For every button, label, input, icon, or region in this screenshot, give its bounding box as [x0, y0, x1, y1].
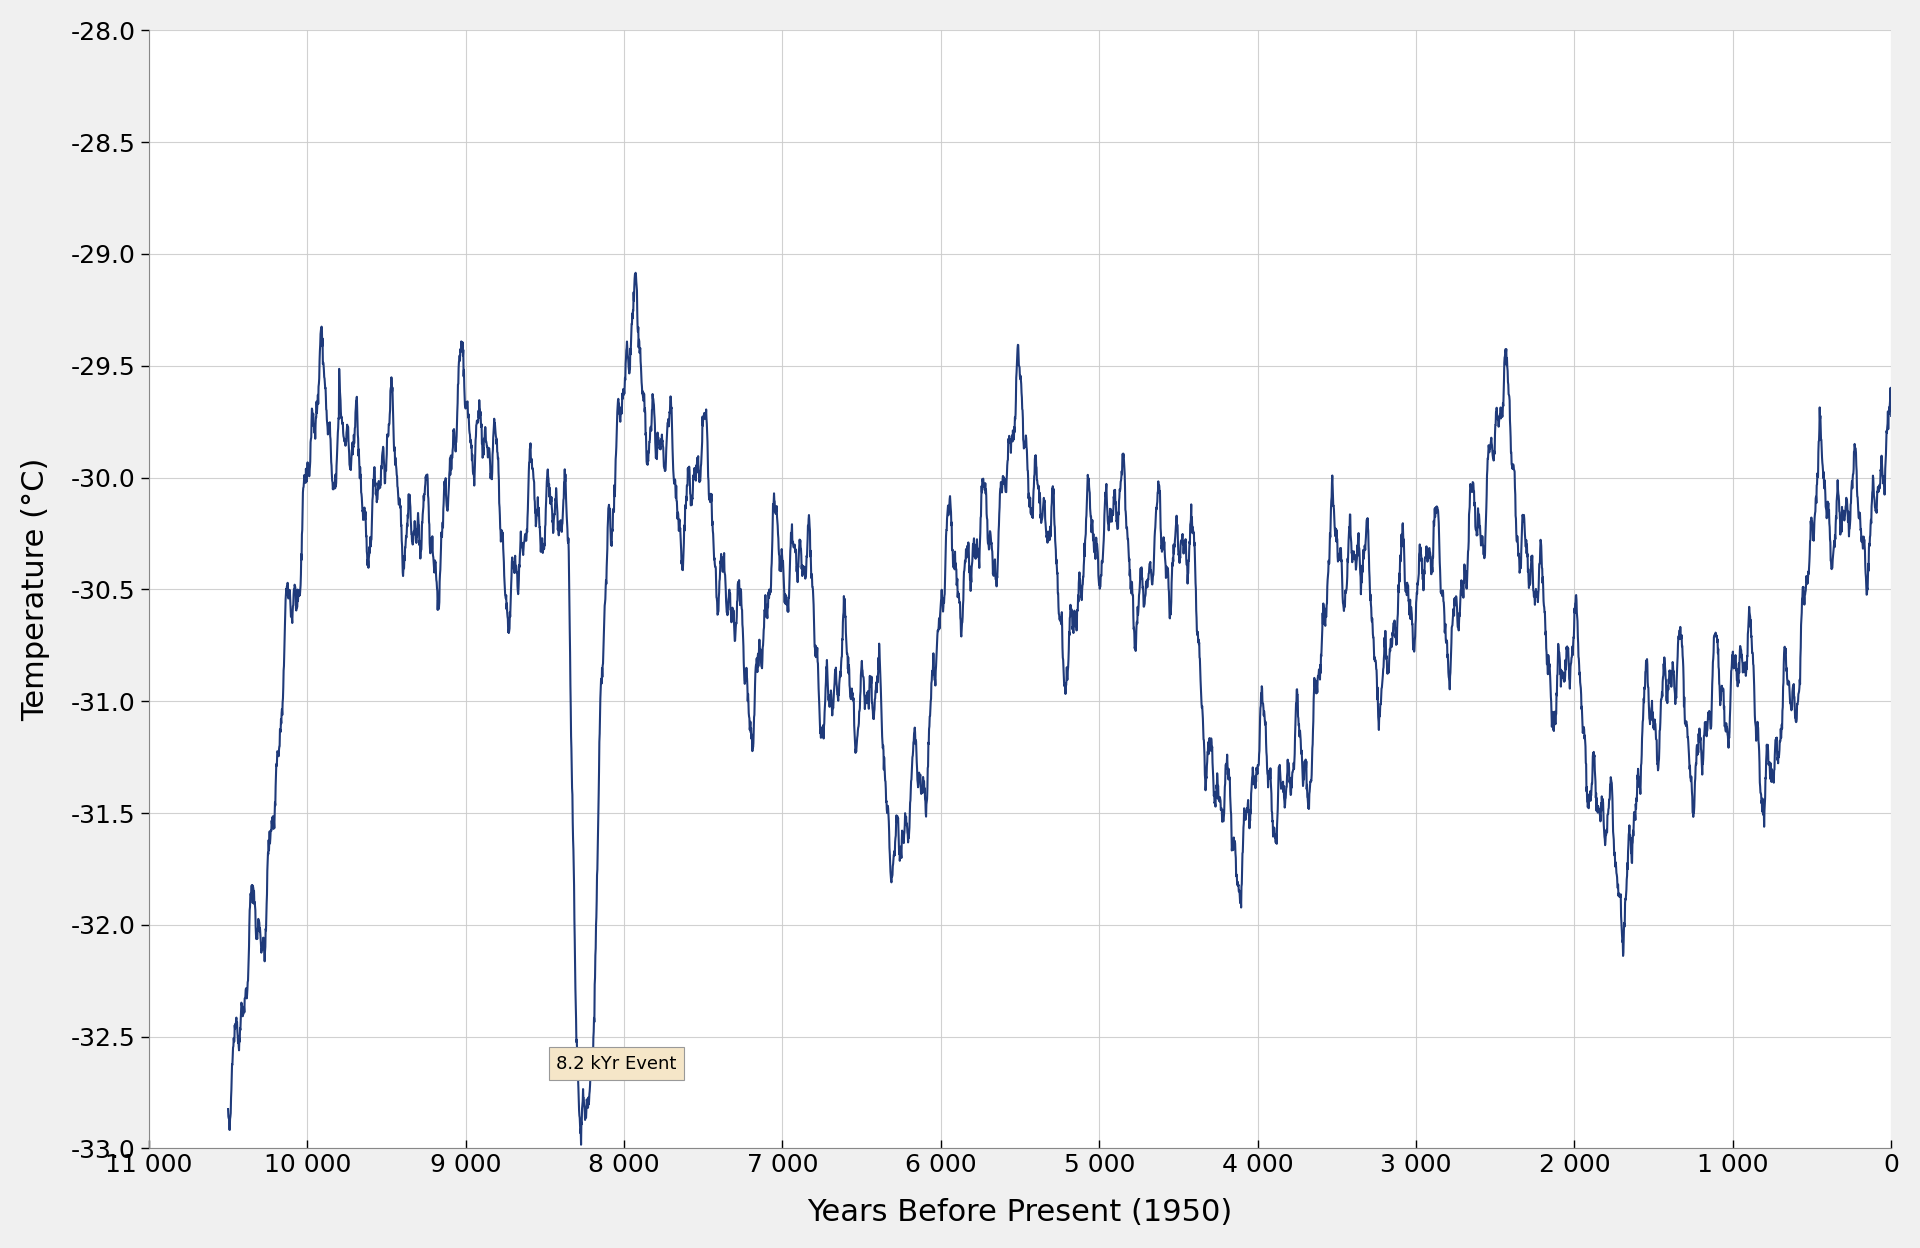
X-axis label: Years Before Present (1950): Years Before Present (1950): [808, 1198, 1233, 1227]
Y-axis label: Temperature (°C): Temperature (°C): [21, 458, 50, 721]
Text: 8.2 kYr Event: 8.2 kYr Event: [557, 1055, 676, 1072]
